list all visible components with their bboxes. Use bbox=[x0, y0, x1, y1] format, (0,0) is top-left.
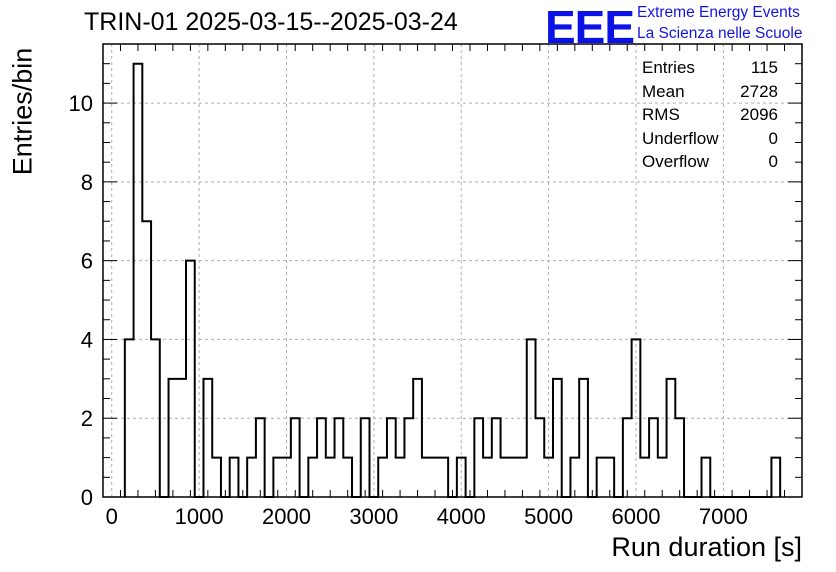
y-axis-label: Entries/bin bbox=[7, 47, 38, 176]
x-tick-label: 0 bbox=[106, 504, 118, 529]
stat-value: 2728 bbox=[740, 81, 778, 101]
y-tick-label: 10 bbox=[69, 91, 93, 116]
stat-label: Overflow bbox=[642, 152, 710, 171]
eee-logo: EEE Extreme Energy Events La Scienza nel… bbox=[545, 1, 835, 53]
tick-labels: 0 1000 2000 3000 4000 5000 6000 7000 0 2 4 6 8 10 bbox=[69, 91, 748, 529]
stat-value: 0 bbox=[768, 128, 778, 148]
y-tick-label: 8 bbox=[81, 170, 93, 195]
plot-frame bbox=[102, 43, 803, 498]
x-tick-label: 5000 bbox=[524, 504, 573, 529]
x-tick-label: 4000 bbox=[437, 504, 486, 529]
x-tick-label: 7000 bbox=[699, 504, 748, 529]
stat-label: Entries bbox=[642, 58, 695, 77]
x-tick-label: 1000 bbox=[175, 504, 224, 529]
chart-title: TRIN-01 2025-03-15--2025-03-24 bbox=[84, 8, 458, 36]
y-tick-label: 4 bbox=[81, 327, 93, 352]
y-tick-label: 2 bbox=[81, 406, 93, 431]
stat-value: 0 bbox=[768, 152, 778, 171]
x-tick-label: 6000 bbox=[612, 504, 661, 529]
y-tick-label: 6 bbox=[81, 249, 93, 274]
axes bbox=[102, 43, 803, 498]
stat-value: 2096 bbox=[740, 105, 778, 124]
stat-value: 115 bbox=[750, 58, 778, 77]
y-tick-label: 0 bbox=[81, 485, 93, 510]
grid-lines bbox=[103, 44, 802, 497]
logo-line-1: Extreme Energy Events bbox=[637, 4, 800, 21]
x-tick-label: 3000 bbox=[349, 504, 398, 529]
x-tick-label: 2000 bbox=[262, 504, 311, 529]
stat-label: Mean bbox=[642, 81, 685, 101]
logo-line-2: La Scienza nelle Scuole bbox=[637, 25, 803, 42]
stat-label: Underflow bbox=[642, 128, 719, 148]
stat-label: RMS bbox=[642, 105, 680, 124]
axis-ticks bbox=[102, 43, 803, 498]
x-axis-label: Run duration [s] bbox=[611, 532, 802, 562]
histogram-series bbox=[123, 62, 782, 498]
